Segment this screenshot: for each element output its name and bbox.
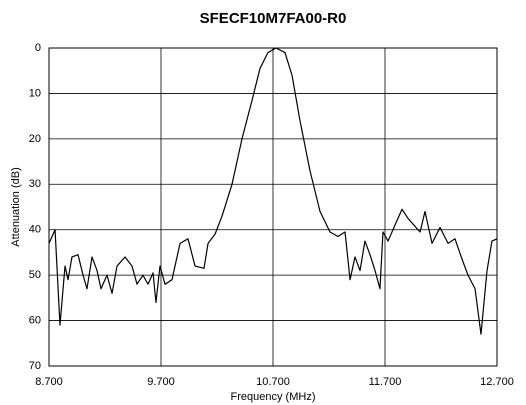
- y-tick-label: 20: [29, 133, 41, 145]
- y-tick-label: 50: [29, 269, 41, 281]
- chart-title: SFECF10M7FA00-R0: [200, 10, 347, 27]
- x-tick-label: 11.700: [369, 376, 402, 388]
- y-tick-label: 30: [29, 178, 41, 190]
- x-tick-label: 12.700: [480, 376, 514, 388]
- y-tick-label: 70: [29, 360, 41, 372]
- x-tick-label: 9.700: [147, 376, 175, 388]
- data-line: [48, 47, 498, 335]
- x-tick-label: 10.700: [256, 376, 290, 388]
- y-axis-label: Attenuation (dB): [10, 167, 22, 247]
- y-tick-label: 40: [29, 224, 41, 236]
- y-tick-label: 10: [29, 87, 41, 99]
- x-tick-label: 8.700: [35, 376, 63, 388]
- y-tick-label: 60: [29, 314, 41, 326]
- x-axis-label: Frequency (MHz): [231, 391, 316, 403]
- y-tick-label: 0: [35, 42, 41, 54]
